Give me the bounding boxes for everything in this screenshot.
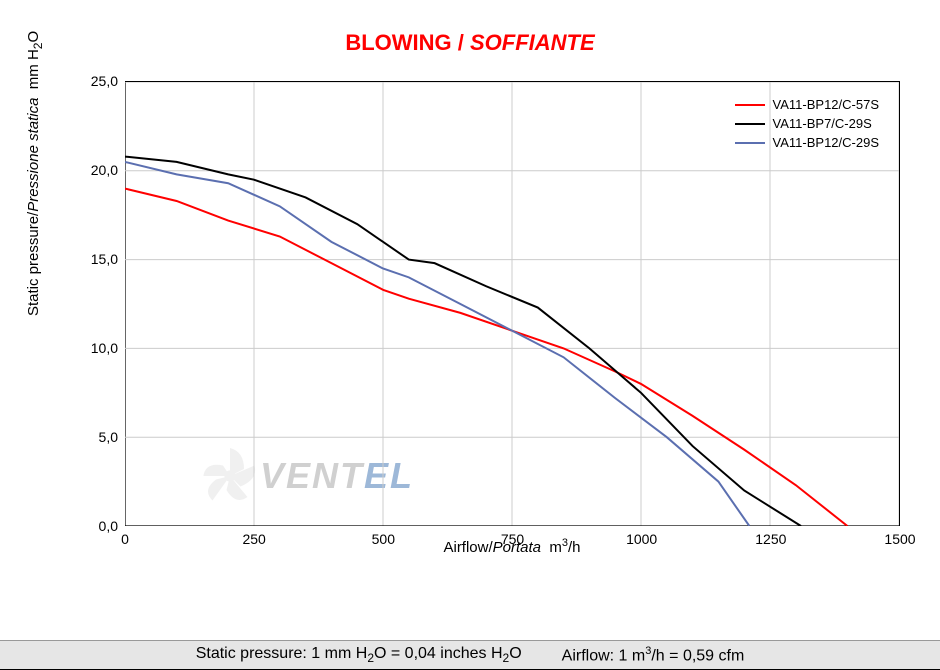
ylabel-unit-suffix: O — [25, 31, 42, 43]
xlabel-unit-suffix: /h — [568, 539, 581, 556]
title-part2: SOFFIANTE — [470, 30, 595, 55]
x-tick-label: 250 — [229, 531, 279, 547]
x-tick-label: 750 — [488, 531, 538, 547]
y-tick-label: 20,0 — [78, 162, 118, 178]
legend-label: VA11-BP12/C-29S — [773, 135, 879, 150]
title-part1: BLOWING — [345, 30, 451, 55]
legend-item: VA11-BP12/C-29S — [735, 135, 879, 150]
legend-item: VA11-BP12/C-57S — [735, 97, 879, 112]
legend-swatch — [735, 123, 765, 125]
legend: VA11-BP12/C-57S VA11-BP7/C-29S VA11-BP12/C… — [735, 97, 879, 154]
x-tick-label: 1500 — [875, 531, 925, 547]
xlabel-plain: Airflow — [443, 539, 488, 556]
chart-area: Static pressure/Pressione statica mm H2O… — [30, 76, 910, 576]
footer-bar: Static pressure: 1 mm H2O = 0,04 inches … — [0, 640, 940, 670]
chart-title: BLOWING / SOFFIANTE — [0, 0, 940, 76]
footer-right: Airflow: 1 m3/h = 0,59 cfm — [562, 645, 745, 665]
legend-label: VA11-BP12/C-57S — [773, 97, 879, 112]
legend-swatch — [735, 142, 765, 144]
plot-container: VENTEL VA11-BP12/C-57SVA11-BP7/C-29SVA11… — [125, 81, 900, 526]
y-tick-label: 15,0 — [78, 251, 118, 267]
x-tick-label: 1250 — [746, 531, 796, 547]
title-sep: / — [452, 30, 470, 55]
xlabel-unit-base: m — [549, 539, 562, 556]
legend-label: VA11-BP7/C-29S — [773, 116, 872, 131]
legend-item: VA11-BP7/C-29S — [735, 116, 879, 131]
y-tick-label: 5,0 — [78, 429, 118, 445]
ylabel-unit-prefix: mm H — [25, 49, 42, 89]
series-line — [125, 189, 847, 526]
x-tick-label: 1000 — [617, 531, 667, 547]
y-axis-label: Static pressure/Pressione statica mm H2O — [25, 31, 45, 316]
x-tick-label: 0 — [100, 531, 150, 547]
ylabel-unit-sub: 2 — [31, 43, 45, 50]
series-line — [125, 157, 801, 526]
ylabel-plain: Static pressure — [25, 216, 42, 316]
ylabel-italic: Pressione statica — [25, 98, 42, 212]
x-tick-label: 500 — [358, 531, 408, 547]
footer-left: Static pressure: 1 mm H2O = 0,04 inches … — [196, 645, 522, 665]
y-tick-label: 10,0 — [78, 340, 118, 356]
legend-swatch — [735, 104, 765, 106]
y-tick-label: 25,0 — [78, 73, 118, 89]
